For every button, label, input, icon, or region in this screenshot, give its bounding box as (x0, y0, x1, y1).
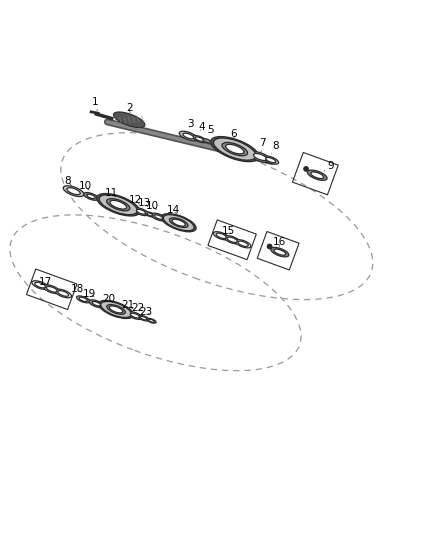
Ellipse shape (238, 241, 248, 246)
Text: 17: 17 (39, 277, 52, 287)
Text: 22: 22 (131, 303, 144, 313)
Text: 21: 21 (121, 300, 134, 310)
Ellipse shape (214, 138, 256, 160)
Ellipse shape (84, 192, 99, 200)
Ellipse shape (213, 232, 229, 240)
Text: 13: 13 (138, 198, 151, 208)
Ellipse shape (99, 300, 134, 319)
Ellipse shape (46, 286, 57, 292)
Ellipse shape (145, 212, 155, 217)
Ellipse shape (172, 219, 185, 226)
Text: 8: 8 (64, 176, 72, 187)
Ellipse shape (151, 213, 166, 221)
Ellipse shape (32, 281, 49, 289)
Ellipse shape (43, 285, 60, 294)
Text: 6: 6 (230, 129, 237, 140)
Text: 10: 10 (78, 181, 92, 191)
Circle shape (304, 167, 308, 171)
Ellipse shape (110, 306, 123, 313)
Text: 15: 15 (222, 225, 235, 236)
Circle shape (267, 244, 272, 249)
Ellipse shape (163, 215, 194, 231)
Ellipse shape (227, 237, 237, 243)
Ellipse shape (307, 170, 327, 180)
Ellipse shape (35, 282, 46, 288)
Ellipse shape (138, 316, 149, 321)
Ellipse shape (222, 142, 247, 156)
Ellipse shape (148, 319, 155, 322)
Ellipse shape (107, 304, 125, 314)
Ellipse shape (147, 318, 156, 323)
Ellipse shape (77, 296, 90, 303)
Ellipse shape (97, 193, 140, 216)
Text: 7: 7 (259, 138, 266, 152)
Text: 20: 20 (102, 294, 115, 304)
Text: 16: 16 (273, 237, 286, 247)
Ellipse shape (106, 199, 130, 211)
Ellipse shape (226, 144, 244, 154)
Ellipse shape (224, 236, 240, 244)
Ellipse shape (254, 154, 267, 160)
Ellipse shape (67, 188, 80, 195)
Ellipse shape (263, 156, 279, 164)
Text: 8: 8 (272, 141, 279, 154)
Ellipse shape (195, 137, 203, 141)
Ellipse shape (79, 297, 87, 302)
Text: 2: 2 (126, 103, 133, 113)
Ellipse shape (58, 290, 69, 296)
Ellipse shape (274, 249, 286, 255)
Text: 12: 12 (129, 195, 142, 205)
Ellipse shape (101, 302, 131, 318)
Text: 9: 9 (324, 161, 334, 171)
Ellipse shape (63, 185, 84, 197)
Ellipse shape (311, 172, 324, 179)
Ellipse shape (113, 112, 145, 127)
Text: 19: 19 (83, 289, 96, 298)
Ellipse shape (216, 233, 226, 238)
Ellipse shape (170, 218, 188, 228)
Text: 11: 11 (105, 188, 118, 198)
Ellipse shape (92, 302, 100, 306)
Text: 4: 4 (198, 122, 205, 132)
Ellipse shape (89, 300, 104, 308)
Ellipse shape (235, 240, 251, 248)
Ellipse shape (155, 215, 162, 219)
Ellipse shape (55, 289, 71, 298)
Ellipse shape (137, 209, 145, 214)
Text: 1: 1 (92, 97, 99, 110)
Ellipse shape (271, 247, 289, 257)
Ellipse shape (183, 133, 194, 139)
Text: 23: 23 (139, 306, 152, 317)
Ellipse shape (203, 139, 211, 143)
Ellipse shape (134, 208, 148, 216)
Ellipse shape (250, 151, 271, 163)
Ellipse shape (147, 213, 153, 216)
Text: 18: 18 (71, 284, 84, 294)
Ellipse shape (99, 195, 137, 215)
Text: 3: 3 (187, 119, 194, 129)
Ellipse shape (161, 214, 196, 232)
Ellipse shape (266, 157, 276, 163)
Ellipse shape (131, 313, 139, 318)
Ellipse shape (140, 317, 147, 320)
Ellipse shape (193, 135, 206, 142)
Ellipse shape (87, 194, 95, 199)
Ellipse shape (110, 200, 127, 209)
Ellipse shape (127, 312, 142, 319)
Text: 14: 14 (166, 205, 180, 215)
Ellipse shape (179, 131, 198, 141)
Text: 5: 5 (207, 125, 214, 135)
Text: 10: 10 (146, 201, 159, 211)
Ellipse shape (211, 136, 259, 161)
